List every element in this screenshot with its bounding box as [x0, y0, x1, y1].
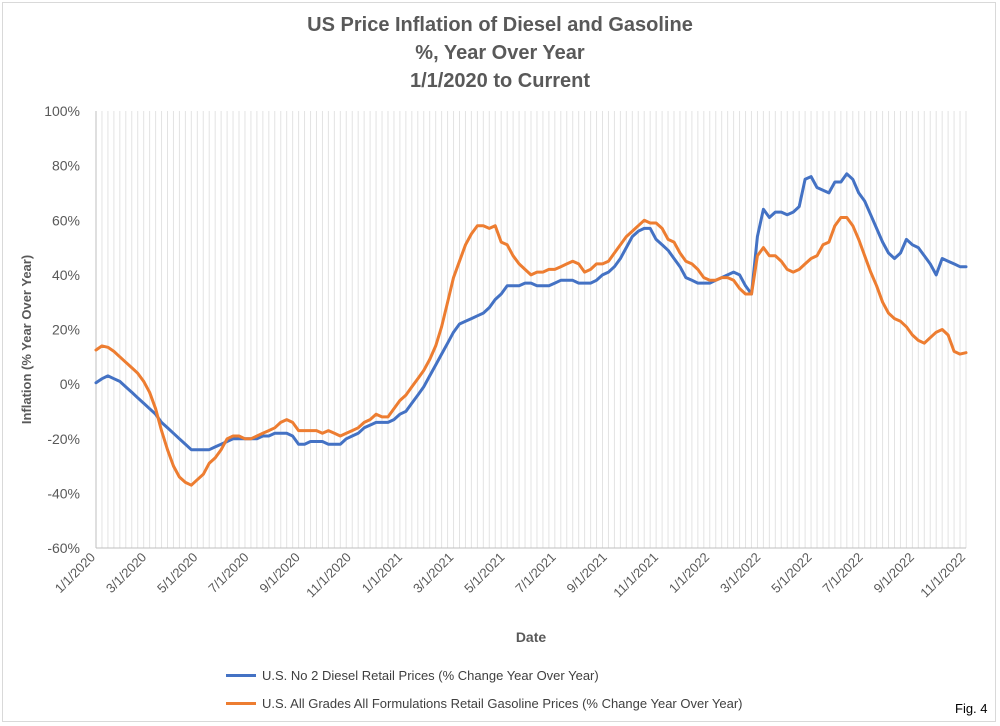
x-tick-label: 9/1/2020 — [256, 550, 302, 596]
y-tick-label: 60% — [52, 212, 80, 228]
x-axis-title: Date — [516, 629, 547, 645]
x-tick-label: 1/1/2020 — [52, 550, 98, 596]
x-tick-label: 3/1/2022 — [717, 550, 763, 596]
x-tick-label: 1/1/2021 — [359, 550, 405, 596]
y-tick-label: 40% — [52, 267, 80, 283]
legend-label-diesel: U.S. No 2 Diesel Retail Prices (% Change… — [262, 667, 599, 683]
x-tick-label: 7/1/2020 — [205, 550, 251, 596]
legend-item-diesel: U.S. No 2 Diesel Retail Prices (% Change… — [226, 665, 599, 685]
x-tick-label: 1/1/2022 — [666, 550, 712, 596]
x-tick-label: 5/1/2021 — [461, 550, 507, 596]
x-tick-label: 3/1/2020 — [103, 550, 149, 596]
y-tick-label: -20% — [47, 431, 80, 447]
y-tick-label: 0% — [60, 376, 80, 392]
legend-label-gasoline: U.S. All Grades All Formulations Retail … — [262, 695, 743, 711]
x-tick-label: 11/1/2020 — [303, 550, 354, 601]
x-tick-label: 11/1/2022 — [917, 550, 968, 601]
x-tick-label: 7/1/2022 — [819, 550, 865, 596]
y-tick-label: -60% — [47, 540, 80, 556]
x-tick-label: 3/1/2021 — [410, 550, 456, 596]
legend-swatch-gasoline — [226, 701, 256, 705]
legend-item-gasoline: U.S. All Grades All Formulations Retail … — [226, 693, 743, 713]
figure-label: Fig. 4 — [955, 701, 988, 716]
x-tick-label: 9/1/2021 — [563, 550, 609, 596]
x-tick-label: 9/1/2022 — [871, 550, 917, 596]
chart-title-line-2: %, Year Over Year — [415, 42, 585, 64]
y-tick-label: 20% — [52, 322, 80, 338]
y-axis-title: Inflation (% Year Over Year) — [19, 255, 34, 424]
y-tick-label: 80% — [52, 158, 80, 174]
series-line-diesel — [94, 172, 968, 452]
legend-swatch-diesel — [226, 673, 256, 677]
x-tick-label: 11/1/2021 — [610, 550, 661, 601]
y-tick-label: -40% — [47, 485, 80, 501]
y-tick-label: 100% — [44, 103, 80, 119]
x-tick-label: 7/1/2021 — [512, 550, 558, 596]
x-tick-label: 5/1/2022 — [768, 550, 814, 596]
chart-title-line-3: 1/1/2020 to Current — [409, 70, 591, 92]
x-tick-label: 5/1/2020 — [154, 550, 200, 596]
series-line-gasoline — [94, 216, 968, 487]
chart-title-line-1: US Price Inflation of Diesel and Gasolin… — [307, 14, 693, 36]
